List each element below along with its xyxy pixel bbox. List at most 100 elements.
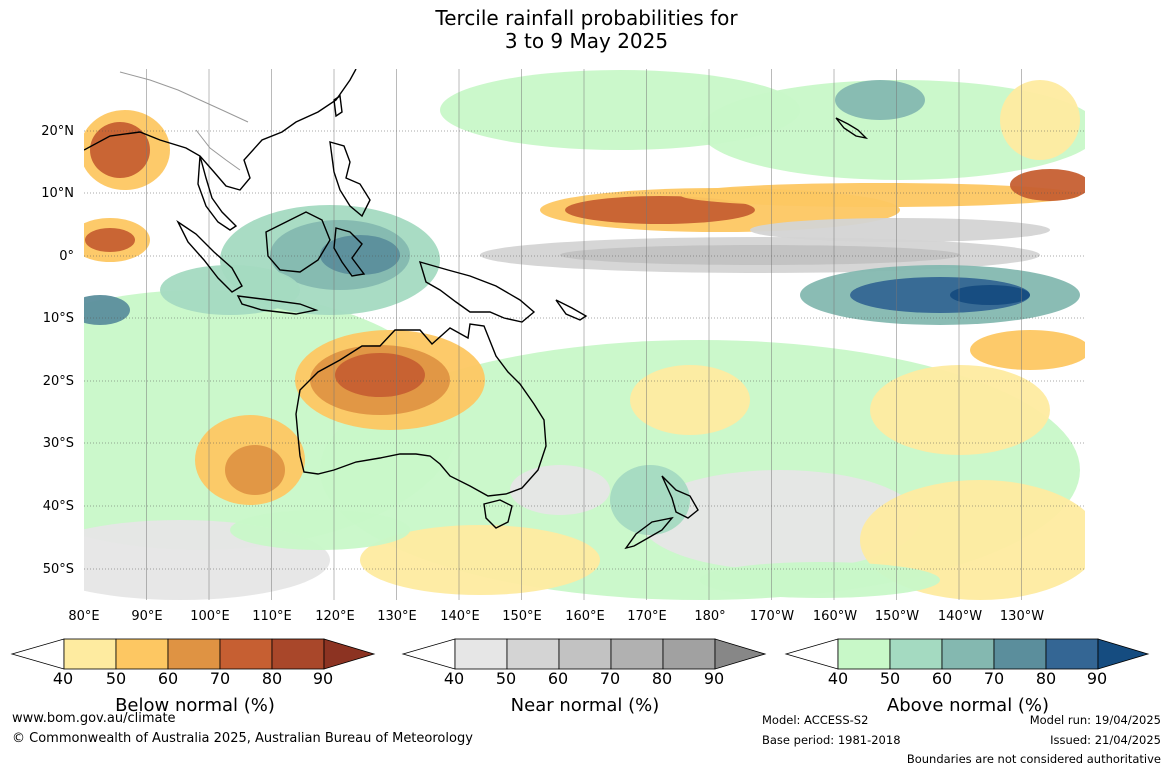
colorbar-segment — [993, 638, 1047, 670]
hawaii-coastline — [835, 117, 869, 140]
colorbar-segment — [662, 638, 716, 670]
probability-region — [640, 470, 920, 570]
probability-shading — [84, 70, 1085, 600]
java-coastline — [236, 295, 319, 315]
lat-label: 0° — [59, 249, 74, 264]
colorbar-tick: 50 — [879, 669, 901, 688]
model-run-text: Model run: 19/04/2025 — [1029, 713, 1161, 727]
colorbar-low-extension — [401, 638, 456, 670]
new-guinea-coastline — [418, 260, 536, 323]
malay-peninsula-coastline — [197, 155, 238, 231]
australia-coastline — [295, 323, 547, 497]
colorbar-tick: 80 — [651, 669, 673, 688]
probability-region — [630, 365, 750, 435]
lon-label: 160°W — [812, 609, 858, 624]
probability-region — [230, 510, 410, 550]
borneo-coastline — [265, 211, 331, 273]
forecast-map — [84, 69, 1085, 600]
probability-region — [1010, 169, 1085, 201]
colorbar-segment — [941, 638, 995, 670]
colorbar-title-above: Above normal (%) — [886, 695, 1050, 716]
coastlines — [84, 69, 869, 550]
colorbar-low-extension — [784, 638, 839, 670]
probability-region — [90, 122, 150, 178]
probability-region — [560, 245, 960, 265]
colorbar-near-normal — [401, 638, 767, 670]
colorbar-tick: 90 — [312, 669, 334, 688]
sulawesi-coastline — [333, 227, 366, 277]
colorbar-tick: 70 — [983, 669, 1005, 688]
colorbar-segment — [1045, 638, 1099, 670]
colorbar-tick: 80 — [1035, 669, 1057, 688]
lat-label: 20°S — [42, 374, 74, 389]
colorbar-segment — [889, 638, 943, 670]
lon-label: 130°E — [377, 609, 417, 624]
probability-region — [610, 465, 690, 535]
colorbar-tick: 60 — [157, 669, 179, 688]
colorbar-tick: 60 — [931, 669, 953, 688]
colorbar-segment — [558, 638, 612, 670]
lon-label: 160°E — [565, 609, 605, 624]
colorbar-tick: 80 — [261, 669, 283, 688]
lon-label: 140°W — [937, 609, 983, 624]
colorbar-high-extension — [323, 638, 376, 670]
lat-label: 30°S — [42, 436, 74, 451]
probability-region — [970, 330, 1085, 370]
lon-label: 140°E — [440, 609, 480, 624]
probability-region — [510, 465, 610, 515]
lon-label: 150°E — [502, 609, 542, 624]
probability-region — [750, 218, 1050, 242]
colorbar-segment — [506, 638, 560, 670]
colorbar-tick: 50 — [495, 669, 517, 688]
probability-region — [950, 285, 1030, 305]
colorbar-tick: 40 — [52, 669, 74, 688]
colorbar-title-near: Near normal (%) — [510, 695, 660, 716]
website-link[interactable]: www.bom.gov.au/climate — [12, 711, 176, 726]
probability-region — [360, 525, 600, 595]
colorbar-segment — [167, 638, 221, 670]
disclaimer-text: Boundaries are not considered authoritat… — [906, 752, 1161, 766]
solomon-islands-coastline — [555, 299, 588, 321]
colorbar-tick: 90 — [1086, 669, 1108, 688]
lat-label: 20°N — [41, 124, 74, 139]
lat-label: 40°S — [42, 499, 74, 514]
chart-title-line2: 3 to 9 May 2025 — [504, 29, 669, 53]
probability-region — [225, 445, 285, 495]
mainland-asia-coastline — [84, 69, 357, 191]
colorbar-segment — [454, 638, 508, 670]
colorbar-tick: 70 — [209, 669, 231, 688]
lon-label: 170°W — [749, 609, 795, 624]
colorbar-segment — [610, 638, 664, 670]
lat-label: 10°S — [42, 311, 74, 326]
colorbar-tick: 40 — [443, 669, 465, 688]
colorbar-segment — [63, 638, 117, 670]
colorbar-title-below: Below normal (%) — [115, 695, 275, 716]
probability-region — [440, 70, 800, 150]
probability-region — [870, 365, 1050, 455]
colorbar-tick: 50 — [105, 669, 127, 688]
colorbar-high-extension — [714, 638, 767, 670]
base-period-text: Base period: 1981-2018 — [762, 733, 901, 747]
probability-region — [835, 80, 925, 120]
colorbar-segment — [219, 638, 273, 670]
lon-label: 80°E — [68, 609, 100, 624]
colorbar-segment — [271, 638, 325, 670]
lat-label: 10°N — [41, 186, 74, 201]
lon-label: 110°E — [252, 609, 292, 624]
copyright-text: © Commonwealth of Australia 2025, Austra… — [12, 731, 473, 746]
lat-label: 50°S — [42, 562, 74, 577]
model-text: Model: ACCESS-S2 — [762, 713, 869, 727]
probability-region — [84, 295, 130, 325]
colorbar-high-extension — [1097, 638, 1150, 670]
tasmania-coastline — [483, 499, 513, 529]
probability-region — [85, 228, 135, 252]
probability-region — [320, 235, 400, 275]
lon-label: 170°E — [627, 609, 667, 624]
probability-region — [700, 562, 940, 598]
lon-label: 150°W — [874, 609, 920, 624]
colorbar-tick: 40 — [827, 669, 849, 688]
new-zealand-north-coastline — [661, 475, 699, 519]
colorbar-above-normal — [784, 638, 1150, 670]
country-borders — [119, 71, 249, 171]
taiwan-coastline — [333, 94, 343, 118]
